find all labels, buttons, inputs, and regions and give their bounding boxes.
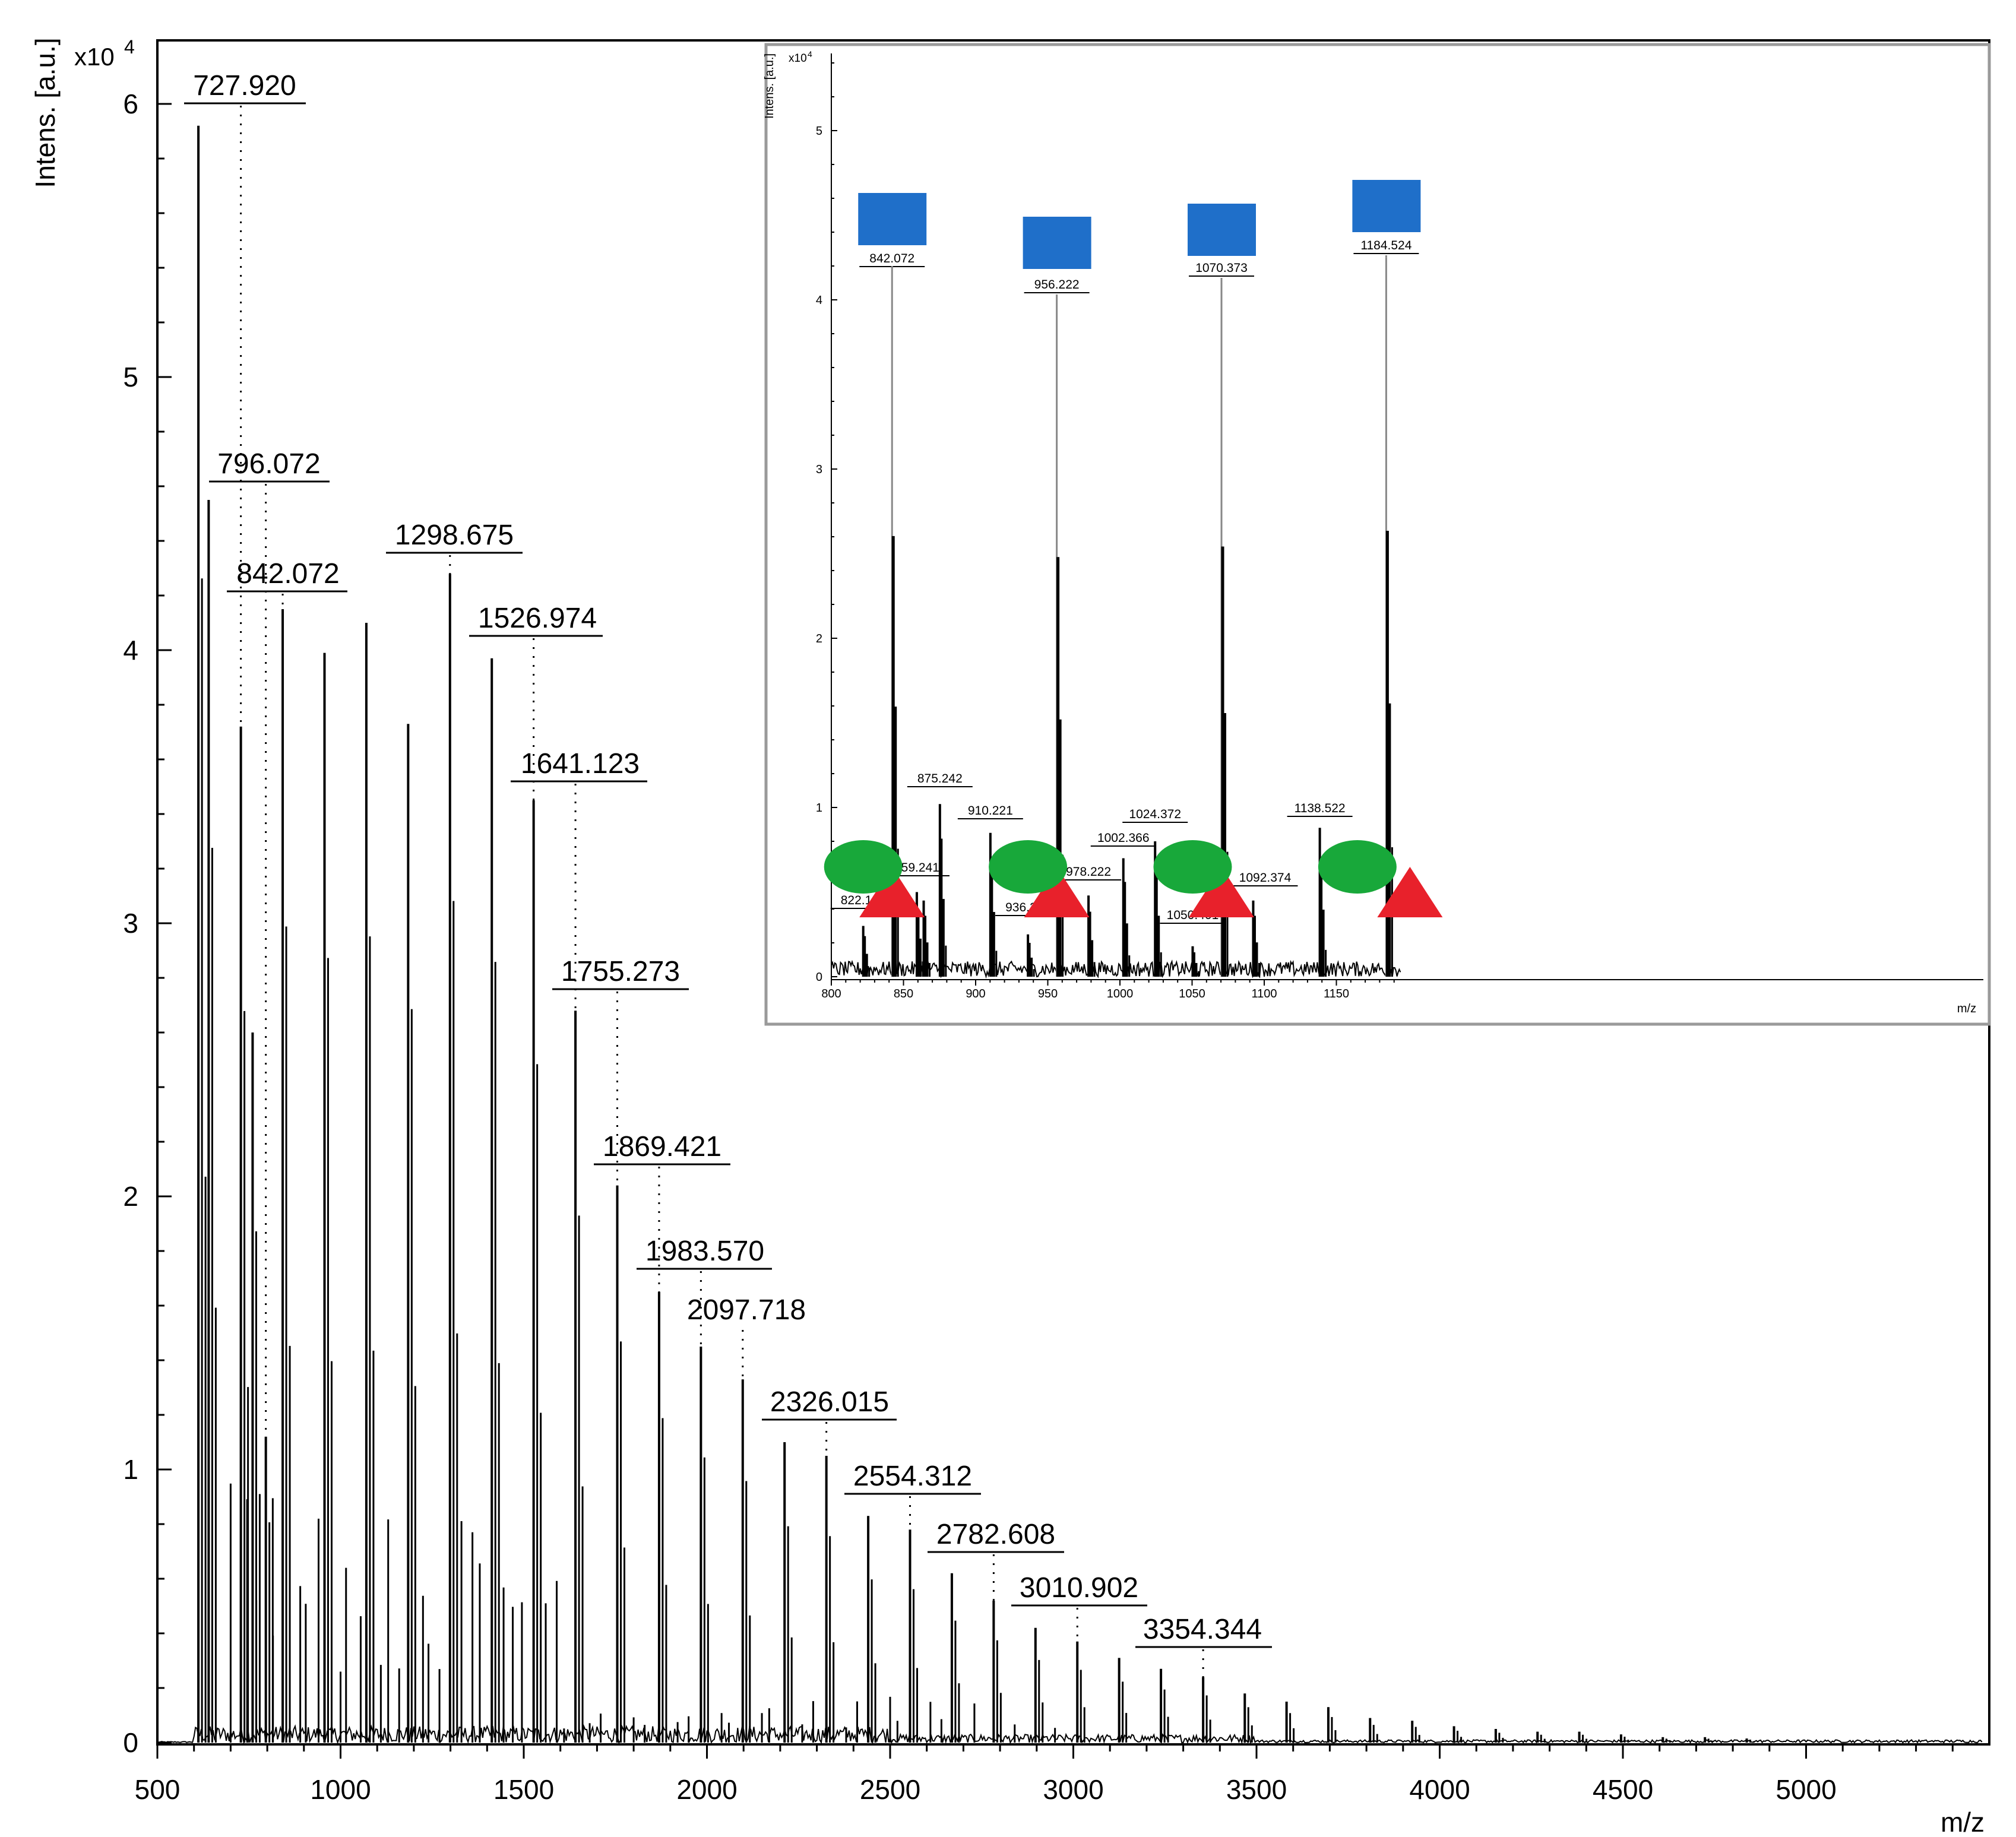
inset-x-tick-label: 1100 [1251, 987, 1277, 1000]
main-x-tick-label: 2500 [860, 1774, 920, 1805]
main-peak-label: 1641.123 [521, 748, 640, 780]
inset-y-axis-label: Intens. [a.u.] [763, 53, 776, 119]
main-x-tick-label: 500 [135, 1774, 181, 1805]
main-y-tick-label: 1 [123, 1454, 138, 1485]
inset-peak-label: 978.222 [1066, 865, 1111, 879]
main-x-tick-label: 1500 [493, 1774, 554, 1805]
inset-peak-label: 1138.522 [1295, 802, 1346, 815]
main-y-scale-exponent: 4 [124, 36, 135, 58]
main-y-tick-label: 5 [123, 362, 138, 392]
main-peak-label: 1755.273 [561, 956, 680, 987]
inset-y-scale-base: x10 [789, 52, 807, 65]
red-triangle-icon [859, 867, 925, 917]
inset-peak-label: 859.241 [894, 861, 939, 875]
main-peak-label: 3354.344 [1143, 1614, 1262, 1645]
inset-x-tick-label: 950 [1038, 987, 1058, 1000]
inset-peak-label: 910.221 [968, 804, 1013, 818]
main-peak-label: 2554.312 [853, 1461, 972, 1492]
main-y-axis-label: Intens. [a.u.] [30, 37, 61, 188]
inset-peak-label: 875.242 [917, 772, 963, 786]
main-spectrum: 0 1 2 3 4 5 6 500 1000 1500 2000 2500 3000 3500 4000 4… [30, 36, 1990, 1837]
inset-y-axis: 0 1 2 3 4 5 [816, 62, 837, 984]
inset-y-tick-label: 0 [816, 971, 822, 984]
main-peak-label: 2097.718 [687, 1294, 806, 1326]
main-y-tick-label: 2 [123, 1181, 138, 1212]
main-y-tick-label: 4 [123, 635, 138, 666]
main-peak-label: 1869.421 [603, 1131, 721, 1163]
blue-square-icon [858, 193, 927, 245]
main-peak-label: 2326.015 [770, 1386, 889, 1418]
green-ellipse-icon [1153, 840, 1232, 894]
main-peaks [197, 125, 1755, 1743]
main-x-tick-label: 1000 [310, 1774, 371, 1805]
main-peak-label: 727.920 [193, 70, 296, 102]
main-y-tick-label: 6 [123, 88, 138, 119]
main-y-tick-label: 3 [123, 908, 138, 939]
green-ellipse-icon [1318, 840, 1397, 894]
red-triangle-icon [1189, 867, 1255, 917]
inset-y-tick-label: 2 [816, 632, 822, 645]
inset-x-axis: 800 850 900 950 1000 1050 1100 1150 [821, 980, 1395, 1000]
inset-peak-label: 1002.366 [1097, 831, 1150, 845]
inset-peak-label: 1024.372 [1129, 807, 1181, 821]
inset-x-tick-label: 1150 [1324, 987, 1349, 1000]
inset-y-tick-label: 5 [816, 125, 822, 138]
red-triangle-icon [1024, 867, 1090, 917]
main-peak-label: 2782.608 [936, 1519, 1055, 1550]
main-y-tick-label: 0 [123, 1727, 138, 1758]
main-peak-label: 1298.675 [395, 520, 514, 551]
inset-x-tick-label: 850 [894, 987, 913, 1000]
inset-glycan-markers [824, 180, 1443, 917]
main-x-tick-label: 5000 [1776, 1774, 1836, 1805]
green-ellipse-icon [824, 840, 903, 894]
main-peak-label: 3010.902 [1020, 1572, 1138, 1604]
inset-y-tick-label: 4 [816, 294, 822, 307]
blue-square-icon [1023, 217, 1091, 269]
inset-y-tick-label: 3 [816, 463, 822, 476]
main-x-tick-label: 2000 [676, 1774, 737, 1805]
inset-peak-label: 842.072 [869, 252, 914, 265]
inset-x-axis-label: m/z [1957, 1002, 1976, 1015]
main-x-axis-label: m/z [1941, 1807, 1985, 1837]
inset-peak-label: 1184.524 [1360, 239, 1411, 252]
main-peak-label: 1526.974 [478, 603, 597, 634]
inset-axes [831, 53, 1983, 980]
inset-peak-label: 956.222 [1034, 278, 1080, 292]
blue-square-icon [1188, 204, 1257, 256]
inset-x-tick-label: 1000 [1107, 987, 1134, 1000]
main-peak-label: 796.072 [217, 448, 321, 480]
main-peak-label: 842.072 [236, 558, 340, 590]
inset-x-tick-label: 800 [821, 987, 841, 1000]
main-peak-annotations: 727.920 796.072 842.072 1298.675 1526.974 164… [184, 70, 1272, 1677]
main-x-tick-label: 3000 [1043, 1774, 1103, 1805]
main-x-axis: 500 1000 1500 2000 2500 3000 3500 4000 4500 5000 [135, 1744, 1954, 1805]
inset-x-tick-label: 1050 [1179, 987, 1205, 1000]
main-y-axis: 0 1 2 3 4 5 6 [123, 88, 172, 1758]
main-x-tick-label: 3500 [1226, 1774, 1287, 1805]
main-y-scale-base: x10 [74, 43, 115, 71]
inset-y-scale-exponent: 4 [808, 49, 812, 59]
blue-square-icon [1352, 180, 1421, 232]
main-x-tick-label: 4000 [1409, 1774, 1470, 1805]
inset-spectrum: 0 1 2 3 4 5 800 850 900 950 1000 1050 1100 1150 842.… [763, 43, 1991, 1026]
green-ellipse-icon [989, 840, 1068, 894]
main-x-tick-label: 4500 [1593, 1774, 1653, 1805]
main-peak-label: 1983.570 [645, 1236, 764, 1267]
inset-peak-label: 1070.373 [1195, 261, 1248, 275]
inset-peak-label: 1092.374 [1239, 871, 1292, 885]
red-triangle-icon [1377, 867, 1443, 917]
inset-y-tick-label: 1 [816, 802, 822, 815]
inset-x-tick-label: 900 [966, 987, 985, 1000]
